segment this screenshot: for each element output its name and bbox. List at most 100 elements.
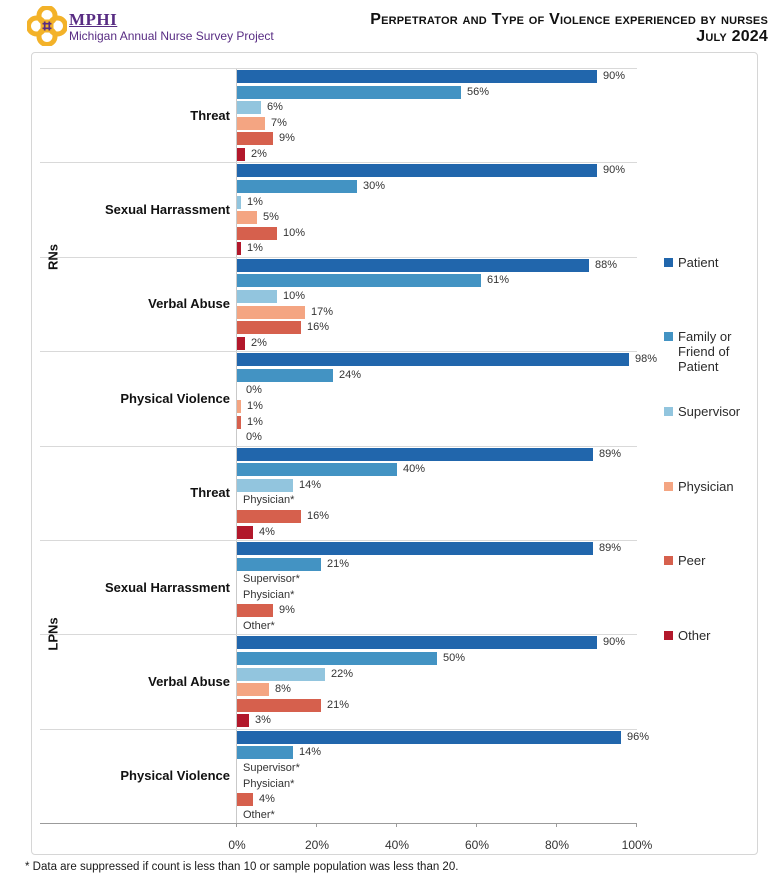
- legend-item: Family or Friend of Patient: [664, 329, 756, 374]
- legend-item: Patient: [664, 255, 756, 270]
- category-label: Sexual Harrassment: [104, 202, 230, 218]
- category-label: Sexual Harrassment: [104, 579, 230, 595]
- legend-label: Other: [678, 628, 711, 643]
- bar: [237, 416, 241, 429]
- legend-swatch: [664, 482, 673, 491]
- bar: [237, 337, 245, 350]
- separator-line: [40, 68, 637, 69]
- separator-line: [40, 540, 637, 541]
- bar: [237, 526, 253, 539]
- suppressed-label: Physician*: [243, 589, 295, 601]
- separator-line: [40, 446, 637, 447]
- bar: [237, 746, 293, 759]
- bar: [237, 290, 277, 303]
- bar: [237, 164, 597, 177]
- separator-line: [40, 257, 637, 258]
- bar-value-label: 0%: [246, 431, 262, 443]
- suppressed-label: Supervisor*: [243, 573, 300, 585]
- title-line2: July 2024: [696, 28, 768, 45]
- bar: [237, 353, 629, 366]
- x-axis-tick-label: 100%: [621, 838, 653, 853]
- bar: [237, 70, 597, 83]
- bar: [237, 479, 293, 492]
- bar-value-label: 4%: [259, 793, 275, 805]
- bar: [237, 604, 273, 617]
- bar-value-label: 17%: [311, 306, 334, 318]
- bar-value-label: 14%: [299, 746, 322, 758]
- bar-value-label: 6%: [267, 101, 283, 113]
- legend-item: Other: [664, 628, 756, 643]
- bar-value-label: 14%: [299, 479, 322, 491]
- x-axis-tick: [316, 823, 317, 828]
- bar: [237, 683, 269, 696]
- bar-value-label: 89%: [599, 448, 622, 460]
- bar: [237, 793, 253, 806]
- bar-value-label: 21%: [327, 558, 350, 570]
- bar-value-label: 5%: [263, 211, 279, 223]
- bar-value-label: 24%: [339, 369, 362, 381]
- bar: [237, 148, 245, 161]
- bar-value-label: 30%: [363, 180, 386, 192]
- legend-label: Peer: [678, 553, 706, 568]
- bar-value-label: 3%: [255, 714, 271, 726]
- separator-line: [40, 162, 637, 163]
- bar-value-label: 1%: [247, 400, 263, 412]
- bar: [237, 211, 257, 224]
- bar: [237, 306, 305, 319]
- bar-value-label: 8%: [275, 683, 291, 695]
- bar: [237, 86, 461, 99]
- bar: [237, 731, 621, 744]
- bar: [237, 463, 397, 476]
- x-axis-tick: [236, 823, 237, 828]
- title-line1: Perpetrator and Type of Violence experie…: [370, 11, 768, 28]
- bar-value-label: 7%: [271, 117, 287, 129]
- bar-value-label: 9%: [279, 132, 295, 144]
- bar-value-label: 1%: [247, 196, 263, 208]
- bar-value-label: 16%: [307, 321, 330, 333]
- bar-value-label: 89%: [599, 542, 622, 554]
- bar: [237, 542, 593, 555]
- bar-value-label: 21%: [327, 699, 350, 711]
- legend-item: Supervisor: [664, 404, 756, 419]
- separator-line: [40, 351, 637, 352]
- category-label: Physical Violence: [120, 390, 230, 406]
- bar: [237, 714, 249, 727]
- y-axis-line: [236, 68, 237, 824]
- bar-value-label: 22%: [331, 668, 354, 680]
- x-axis-tick: [476, 823, 477, 828]
- x-axis-tick-label: 0%: [228, 838, 246, 853]
- x-axis-line: [40, 823, 637, 825]
- suppressed-label: Other*: [243, 620, 275, 632]
- mphi-link[interactable]: MPHI: [69, 10, 118, 29]
- category-label: Threat: [190, 107, 230, 123]
- bar-value-label: 98%: [635, 353, 658, 365]
- bar-value-label: 0%: [246, 384, 262, 396]
- bar-value-label: 56%: [467, 86, 490, 98]
- x-axis-tick: [396, 823, 397, 828]
- bar-value-label: 10%: [283, 227, 306, 239]
- category-label: Physical Violence: [120, 768, 230, 784]
- x-axis-tick-label: 20%: [304, 838, 330, 853]
- bar-value-label: 2%: [251, 148, 267, 160]
- x-axis-tick-label: 80%: [544, 838, 570, 853]
- bar: [237, 321, 301, 334]
- bar: [237, 132, 273, 145]
- bar-value-label: 96%: [627, 731, 650, 743]
- footnote: * Data are suppressed if count is less t…: [25, 861, 459, 873]
- legend-label: Family or Friend of Patient: [678, 329, 732, 374]
- bar: [237, 274, 481, 287]
- bar-value-label: 61%: [487, 274, 510, 286]
- category-label: Verbal Abuse: [148, 674, 230, 690]
- bar: [237, 227, 277, 240]
- separator-line: [40, 729, 637, 730]
- x-axis-tick-label: 40%: [384, 838, 410, 853]
- mphi-logo-icon: [27, 6, 67, 46]
- bar-value-label: 16%: [307, 510, 330, 522]
- bar: [237, 117, 265, 130]
- bar: [237, 242, 241, 255]
- separator-line: [40, 634, 637, 635]
- bar-value-label: 90%: [603, 164, 626, 176]
- bar-value-label: 1%: [247, 242, 263, 254]
- x-axis-tick: [556, 823, 557, 828]
- legend-label: Supervisor: [678, 404, 741, 419]
